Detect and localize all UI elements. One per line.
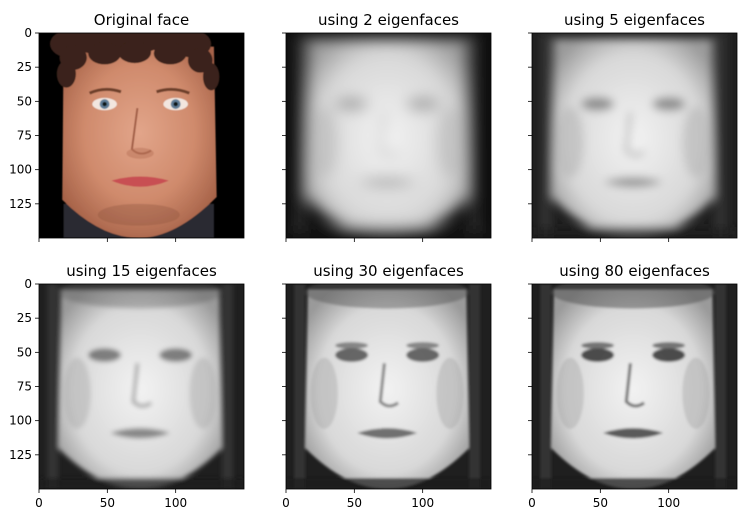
- grayscale-eigenface-reconstruction: [286, 33, 491, 238]
- y-tick-label: 50: [17, 345, 32, 359]
- image-panel-5: using 80 eigenfaces 0 50 100: [528, 262, 738, 510]
- x-tick-label: 50: [593, 496, 608, 510]
- image-panel-2: using 5 eigenfaces: [528, 11, 738, 242]
- y-tick-label: 50: [17, 94, 32, 108]
- y-tick-label: 75: [17, 129, 32, 143]
- image-panel-4: using 30 eigenfaces 0 50 100: [282, 262, 492, 510]
- y-tick-label: 25: [17, 311, 32, 325]
- color-face-photograph: [39, 33, 244, 238]
- x-tick-label: 0: [35, 496, 43, 510]
- x-tick-label: 0: [282, 496, 290, 510]
- y-tick-label: 25: [17, 60, 32, 74]
- panel-title: Original face: [94, 11, 189, 29]
- x-tick-label: 100: [164, 496, 187, 510]
- grayscale-eigenface-reconstruction: [286, 284, 491, 489]
- y-tick-label: 0: [24, 277, 32, 291]
- grayscale-eigenface-reconstruction: [532, 33, 737, 238]
- panel-title: using 30 eigenfaces: [313, 262, 464, 280]
- y-tick-label: 0: [24, 26, 32, 40]
- grayscale-eigenface-reconstruction: [532, 284, 737, 489]
- y-tick-label: 100: [9, 163, 32, 177]
- x-tick-label: 100: [411, 496, 434, 510]
- panel-title: using 5 eigenfaces: [564, 11, 705, 29]
- y-tick-label: 125: [9, 197, 32, 211]
- grayscale-eigenface-reconstruction: [39, 284, 244, 489]
- panel-title: using 80 eigenfaces: [559, 262, 710, 280]
- y-tick-label: 125: [9, 448, 32, 462]
- image-panel-3: using 15 eigenfaces 0 50 100 0 25 50 75 100 125: [9, 262, 245, 510]
- panel-title: using 2 eigenfaces: [318, 11, 459, 29]
- x-tick-label: 100: [657, 496, 680, 510]
- x-tick-label: 50: [347, 496, 362, 510]
- panel-title: using 15 eigenfaces: [66, 262, 217, 280]
- x-tick-label: 50: [100, 496, 115, 510]
- y-tick-label: 100: [9, 414, 32, 428]
- y-tick-label: 75: [17, 380, 32, 394]
- image-panel-0: Original face 0 25 50 75 100 125: [9, 11, 245, 242]
- x-tick-label: 0: [528, 496, 536, 510]
- image-panel-1: using 2 eigenfaces: [282, 11, 492, 242]
